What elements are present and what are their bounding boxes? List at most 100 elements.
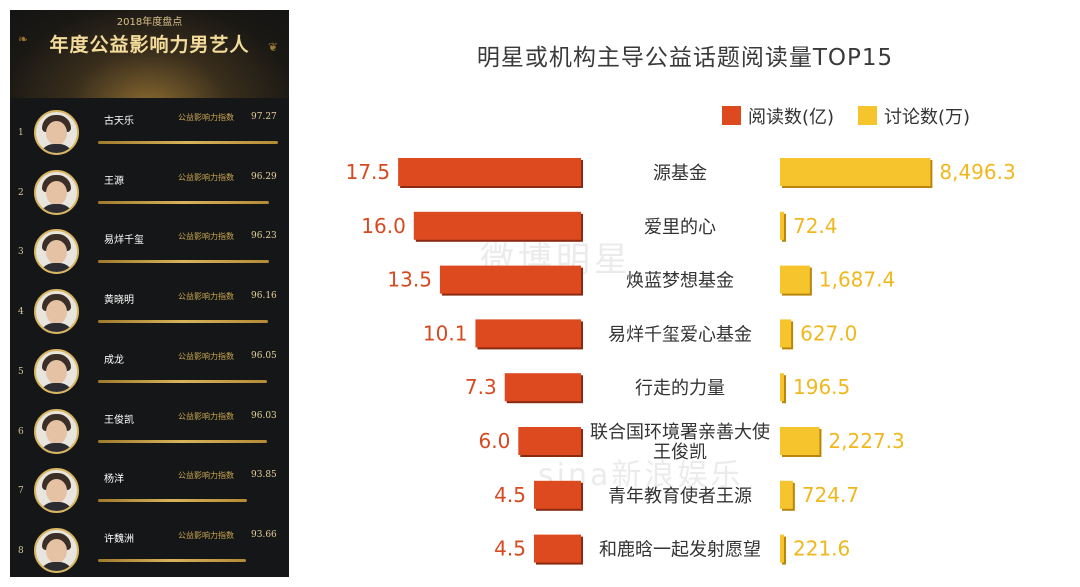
category-label: 联合国环境署亲善大使	[590, 422, 770, 443]
star-name: 黄晓明	[104, 295, 134, 307]
avatar	[34, 468, 79, 514]
rank-number: 1	[18, 128, 24, 138]
star-name: 许魏洲	[104, 533, 134, 545]
avatar	[34, 110, 79, 155]
star-name: 易烊千玺	[104, 235, 144, 247]
star-name: 王源	[104, 175, 124, 187]
index-value: 96.03	[251, 410, 277, 421]
bar-discussions	[780, 265, 810, 294]
data-label-discussions: 8,496.3	[939, 160, 1015, 184]
ranking-row: 1 古天乐 公益影响力指数 97.27	[10, 110, 289, 170]
data-label-reads: 4.5	[494, 483, 526, 507]
rank-number: 5	[18, 366, 24, 377]
category-label: 和鹿晗一起发射愿望	[599, 540, 761, 561]
panel-year-label: 2018年度盘点	[116, 17, 183, 28]
rank-number: 4	[18, 307, 24, 318]
data-label-discussions: 2,227.3	[828, 429, 904, 453]
bar-reads	[439, 265, 581, 294]
bar-discussions	[780, 427, 820, 455]
leaf-icon: ❦	[268, 40, 279, 54]
bar-discussions	[780, 211, 784, 240]
category-label: 源基金	[653, 163, 707, 184]
data-label-discussions: 196.5	[793, 375, 850, 399]
bar-reads	[533, 534, 581, 563]
category-label: 青年教育使者王源	[608, 486, 752, 507]
ranking-panel: ❧ ❦ 2018年度盘点 年度公益影响力男艺人 1 古天乐 公益影响力指数 97.27…	[10, 10, 289, 577]
chart-title: 明星或机构主导公益话题阅读量TOP15	[476, 45, 894, 71]
index-bar	[98, 320, 268, 324]
data-label-reads: 10.1	[423, 321, 468, 345]
ranking-row: 5 成龙 公益影响力指数 96.05	[10, 348, 289, 409]
index-label: 公益影响力指数	[178, 471, 234, 481]
avatar	[34, 169, 79, 215]
index-value: 97.27	[251, 112, 277, 122]
ranking-row: 3 易烊千玺 公益影响力指数 96.23	[10, 229, 289, 289]
data-label-reads: 17.5	[346, 160, 391, 184]
legend-swatch-discussions	[858, 106, 877, 125]
panel-header: ❧ ❦ 2018年度盘点 年度公益影响力男艺人	[10, 10, 289, 98]
index-value: 93.66	[251, 529, 277, 540]
category-label: 易烊千玺爱心基金	[608, 324, 752, 345]
bar-reads	[533, 480, 581, 509]
data-label-reads: 7.3	[465, 375, 497, 399]
data-label-discussions: 724.7	[802, 483, 859, 507]
index-value: 96.05	[251, 350, 277, 361]
ranking-row: 4 黄晓明 公益影响力指数 96.16	[10, 289, 289, 349]
category-label: 爱里的心	[644, 217, 716, 238]
rank-number: 8	[18, 545, 24, 556]
index-label: 公益影响力指数	[178, 411, 234, 421]
index-value: 96.23	[251, 231, 277, 242]
bar-reads	[475, 319, 581, 348]
avatar	[34, 348, 79, 394]
data-label-reads: 4.5	[494, 537, 526, 561]
bar-reads	[413, 211, 581, 240]
category-label: 焕蓝梦想基金	[626, 271, 734, 292]
ranking-row: 8 许魏洲 公益影响力指数 93.66	[10, 527, 289, 577]
data-label-discussions: 221.6	[793, 537, 850, 561]
bar-reads	[398, 158, 581, 186]
index-label: 公益影响力指数	[178, 292, 234, 302]
data-label-reads: 16.0	[361, 214, 406, 238]
bar-discussions	[780, 158, 931, 186]
index-bar	[98, 379, 268, 383]
legend-label-reads: 阅读数(亿)	[748, 107, 835, 128]
panel-title: 年度公益影响力男艺人	[49, 34, 250, 56]
chart-area: 微博明星 sina新浪娱乐 明星或机构主导公益话题阅读量TOP15 阅读数(亿)…	[300, 0, 1080, 587]
rank-number: 7	[18, 486, 24, 497]
index-label: 公益影响力指数	[178, 530, 234, 540]
legend-label-discussions: 讨论数(万)	[884, 107, 971, 128]
data-label-discussions: 627.0	[800, 321, 857, 345]
bar-discussions	[780, 534, 784, 563]
rank-number: 3	[18, 247, 24, 258]
bar-discussions	[780, 480, 793, 509]
legend-swatch-reads	[722, 106, 741, 125]
index-bar	[98, 260, 269, 264]
bar-reads	[504, 373, 581, 402]
rank-number: 2	[18, 187, 24, 198]
avatar	[34, 229, 79, 275]
avatar	[34, 408, 79, 454]
index-bar	[98, 439, 267, 443]
data-label-reads: 13.5	[387, 268, 432, 292]
leaf-icon: ❧	[18, 32, 29, 46]
star-name: 王俊凯	[104, 414, 134, 426]
avatar	[34, 527, 79, 573]
ranking-row: 6 王俊凯 公益影响力指数 96.03	[10, 408, 289, 469]
index-value: 96.16	[251, 291, 277, 302]
index-label: 公益影响力指数	[178, 232, 234, 242]
index-bar	[98, 558, 246, 562]
star-name: 成龙	[104, 354, 124, 366]
category-label: 王俊凯	[653, 442, 707, 463]
index-bar	[98, 200, 270, 204]
index-label: 公益影响力指数	[178, 351, 234, 361]
index-bar	[98, 141, 278, 144]
ranking-row: 7 杨洋 公益影响力指数 93.85	[10, 468, 289, 528]
data-label-discussions: 1,687.4	[819, 268, 895, 292]
bar-reads	[518, 427, 581, 455]
index-label: 公益影响力指数	[178, 113, 234, 122]
index-value: 96.29	[251, 171, 277, 182]
star-name: 杨洋	[104, 474, 124, 486]
data-label-discussions: 72.4	[793, 214, 838, 238]
index-value: 93.85	[251, 470, 277, 481]
rank-number: 6	[18, 426, 24, 437]
